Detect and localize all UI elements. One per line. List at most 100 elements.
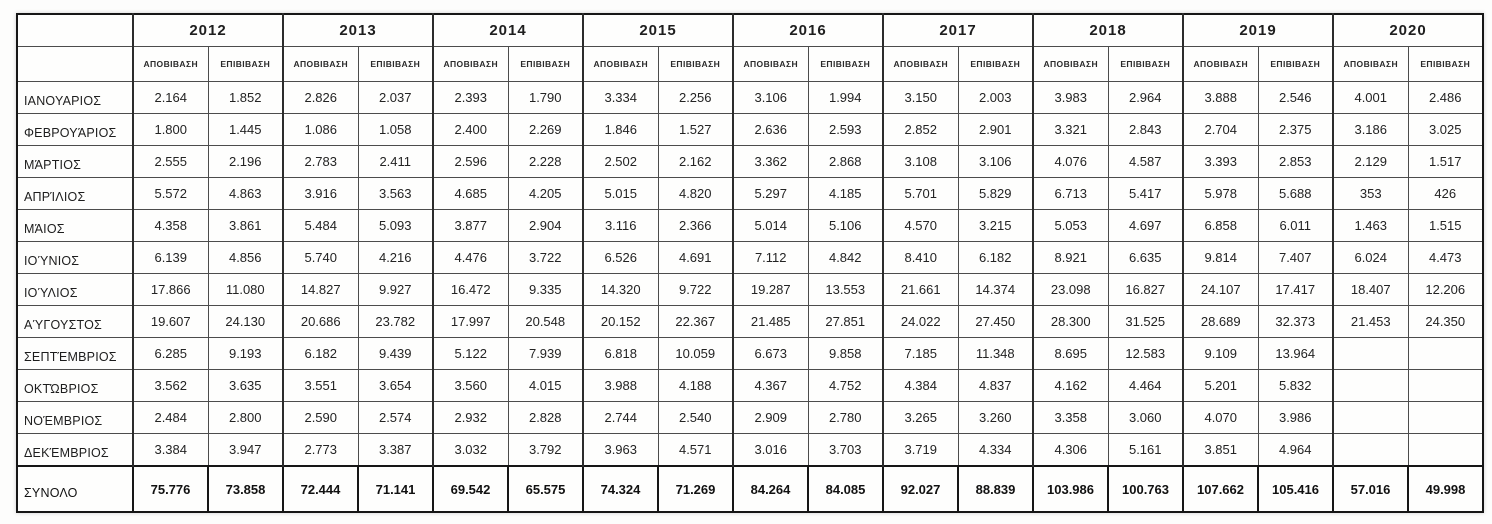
data-cell: 28.300: [1032, 305, 1109, 338]
data-cell: 24.130: [207, 305, 284, 338]
data-cell: 20.548: [507, 305, 584, 338]
data-cell: 1.846: [582, 113, 659, 146]
table-row-1: ΙΑΝΟΥΑΡΙΟΣ 2.164 1.852 2.826 2.037 2.393 1.790…: [16, 81, 1484, 114]
data-cell: 4.162: [1032, 369, 1109, 402]
total-cell: 49.998: [1407, 465, 1484, 513]
data-cell: 2.901: [957, 113, 1034, 146]
year-header-row: 2012 2013 2014 2015 2016 2017 2018 2019 2020: [16, 13, 1484, 47]
data-cell: 3.186: [1332, 113, 1409, 146]
data-cell: 11.348: [957, 337, 1034, 370]
data-cell: 5.053: [1032, 209, 1109, 242]
data-cell: 4.964: [1257, 433, 1334, 467]
table-row-10: ΟΚΤΏΒΡΙΟΣ 3.562 3.635 3.551 3.654 3.560 4.015 3…: [16, 369, 1484, 402]
data-cell: 2.366: [657, 209, 734, 242]
year-header-2018: 2018: [1032, 13, 1184, 47]
data-cell: 6.526: [582, 241, 659, 274]
data-cell: 12.583: [1107, 337, 1184, 370]
data-cell: 5.572: [132, 177, 209, 210]
data-cell: 10.059: [657, 337, 734, 370]
data-cell: 3.988: [582, 369, 659, 402]
data-cell: 6.024: [1332, 241, 1409, 274]
col-header-epibibasi-2016: ΕΠΙΒΙΒΑΣΗ: [807, 46, 884, 82]
data-cell: 2.593: [807, 113, 884, 146]
data-cell: 2.484: [132, 401, 209, 434]
data-cell: 3.877: [432, 209, 509, 242]
table-row-9: ΣΕΠΤΈΜΒΡΙΟΣ 6.285 9.193 6.182 9.439 5.122 7.93…: [16, 337, 1484, 370]
table-row-5: ΜΆΙΟΣ 4.358 3.861 5.484 5.093 3.877 2.904 3.116…: [16, 209, 1484, 242]
year-header-2019: 2019: [1182, 13, 1334, 47]
data-cell: 13.964: [1257, 337, 1334, 370]
data-cell: 28.689: [1182, 305, 1259, 338]
col-header-epibibasi-2014: ΕΠΙΒΙΒΑΣΗ: [507, 46, 584, 82]
data-cell: 1.800: [132, 113, 209, 146]
data-cell: 1.517: [1407, 145, 1484, 178]
data-cell: 4.820: [657, 177, 734, 210]
data-cell: 4.691: [657, 241, 734, 274]
data-cell: 4.863: [207, 177, 284, 210]
data-cell: 3.888: [1182, 81, 1259, 114]
data-cell: 4.842: [807, 241, 884, 274]
data-cell: 2.826: [282, 81, 359, 114]
data-cell: 2.773: [282, 433, 359, 467]
table-row-2: ΦΕΒΡΟΥΆΡΙΟΣ 1.800 1.445 1.086 1.058 2.400 2.26…: [16, 113, 1484, 146]
data-cell: 16.472: [432, 273, 509, 306]
data-cell: 3.362: [732, 145, 809, 178]
total-cell: 107.662: [1182, 465, 1259, 513]
data-cell: 2.783: [282, 145, 359, 178]
data-cell: 32.373: [1257, 305, 1334, 338]
subheader-row: ΑΠΟΒΙΒΑΣΗ ΕΠΙΒΙΒΑΣΗ ΑΠΟΒΙΒΑΣΗ ΕΠΙΒΙΒΑΣΗ ΑΠΟΒ…: [16, 46, 1484, 82]
data-cell: 2.964: [1107, 81, 1184, 114]
data-cell: 21.453: [1332, 305, 1409, 338]
data-cell: 2.636: [732, 113, 809, 146]
data-cell: 1.086: [282, 113, 359, 146]
data-cell: 2.704: [1182, 113, 1259, 146]
total-cell: 74.324: [582, 465, 659, 513]
data-cell: 3.260: [957, 401, 1034, 434]
data-cell: 3.106: [957, 145, 1034, 178]
data-cell: 5.740: [282, 241, 359, 274]
data-cell: [1332, 401, 1409, 434]
data-cell: 23.782: [357, 305, 434, 338]
data-cell: 2.393: [432, 81, 509, 114]
data-cell: 4.476: [432, 241, 509, 274]
data-cell: 2.411: [357, 145, 434, 178]
data-cell: 3.551: [282, 369, 359, 402]
data-cell: [1407, 401, 1484, 434]
data-cell: 2.828: [507, 401, 584, 434]
data-cell: 3.947: [207, 433, 284, 467]
data-cell: 3.562: [132, 369, 209, 402]
data-cell: 8.921: [1032, 241, 1109, 274]
data-cell: 4.464: [1107, 369, 1184, 402]
data-cell: 1.445: [207, 113, 284, 146]
data-cell: 9.858: [807, 337, 884, 370]
data-cell: 17.417: [1257, 273, 1334, 306]
data-cell: 4.856: [207, 241, 284, 274]
data-cell: 1.463: [1332, 209, 1409, 242]
data-cell: 3.384: [132, 433, 209, 467]
total-cell: 88.839: [957, 465, 1034, 513]
data-cell: 2.555: [132, 145, 209, 178]
data-cell: 2.590: [282, 401, 359, 434]
data-cell: 3.321: [1032, 113, 1109, 146]
month-label: ΙΑΝΟΥΑΡΙΟΣ: [16, 81, 134, 114]
data-cell: 13.553: [807, 273, 884, 306]
data-cell: 4.205: [507, 177, 584, 210]
data-cell: 3.563: [357, 177, 434, 210]
data-cell: 2.744: [582, 401, 659, 434]
data-cell: 9.722: [657, 273, 734, 306]
data-cell: 5.978: [1182, 177, 1259, 210]
data-cell: 6.011: [1257, 209, 1334, 242]
year-header-2012: 2012: [132, 13, 284, 47]
data-cell: 5.015: [582, 177, 659, 210]
data-cell: 3.334: [582, 81, 659, 114]
data-cell: 9.814: [1182, 241, 1259, 274]
col-header-epibibasi-2015: ΕΠΙΒΙΒΑΣΗ: [657, 46, 734, 82]
data-cell: 4.367: [732, 369, 809, 402]
data-cell: 14.320: [582, 273, 659, 306]
data-cell: 4.015: [507, 369, 584, 402]
data-cell: 9.439: [357, 337, 434, 370]
data-cell: 4.216: [357, 241, 434, 274]
data-cell: 5.829: [957, 177, 1034, 210]
data-cell: 1.790: [507, 81, 584, 114]
data-cell: 9.335: [507, 273, 584, 306]
